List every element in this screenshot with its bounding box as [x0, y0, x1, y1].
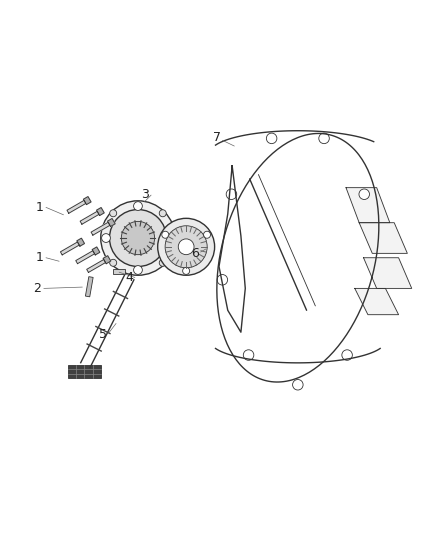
- Text: 3: 3: [141, 188, 148, 201]
- Text: 6: 6: [191, 247, 199, 260]
- Polygon shape: [83, 197, 91, 205]
- Bar: [113, 269, 125, 273]
- Circle shape: [134, 201, 142, 211]
- Circle shape: [217, 274, 228, 285]
- Bar: [85, 277, 93, 297]
- Circle shape: [293, 379, 303, 390]
- Polygon shape: [60, 242, 79, 255]
- Circle shape: [110, 210, 117, 217]
- Polygon shape: [346, 188, 390, 223]
- Polygon shape: [80, 211, 99, 224]
- Circle shape: [134, 265, 142, 274]
- Polygon shape: [67, 200, 86, 213]
- Circle shape: [165, 226, 207, 268]
- Circle shape: [101, 201, 175, 275]
- Circle shape: [159, 210, 166, 217]
- Text: 7: 7: [213, 131, 221, 144]
- Circle shape: [359, 189, 370, 199]
- Circle shape: [159, 259, 166, 266]
- Polygon shape: [91, 222, 110, 235]
- Polygon shape: [107, 219, 115, 227]
- Polygon shape: [103, 256, 111, 264]
- Circle shape: [102, 233, 110, 243]
- Text: 4: 4: [125, 271, 133, 284]
- Text: 1: 1: [35, 251, 43, 264]
- Circle shape: [342, 350, 352, 360]
- Circle shape: [183, 268, 190, 274]
- Circle shape: [162, 231, 169, 238]
- Polygon shape: [96, 207, 104, 215]
- Circle shape: [110, 209, 166, 266]
- Polygon shape: [87, 260, 106, 272]
- Text: 2: 2: [33, 282, 41, 295]
- Polygon shape: [355, 288, 399, 314]
- Circle shape: [178, 239, 194, 255]
- Bar: [68, 365, 101, 378]
- Text: 1: 1: [35, 201, 43, 214]
- Polygon shape: [92, 247, 100, 255]
- Circle shape: [244, 350, 254, 360]
- Text: 5: 5: [99, 328, 107, 341]
- Circle shape: [158, 219, 215, 275]
- Circle shape: [319, 133, 329, 143]
- Polygon shape: [364, 258, 412, 288]
- Circle shape: [121, 221, 155, 255]
- Circle shape: [166, 233, 174, 243]
- Polygon shape: [359, 223, 407, 253]
- Polygon shape: [76, 251, 95, 264]
- Polygon shape: [77, 238, 85, 246]
- Circle shape: [226, 189, 237, 199]
- Circle shape: [204, 231, 211, 238]
- Circle shape: [110, 259, 117, 266]
- Circle shape: [266, 133, 277, 143]
